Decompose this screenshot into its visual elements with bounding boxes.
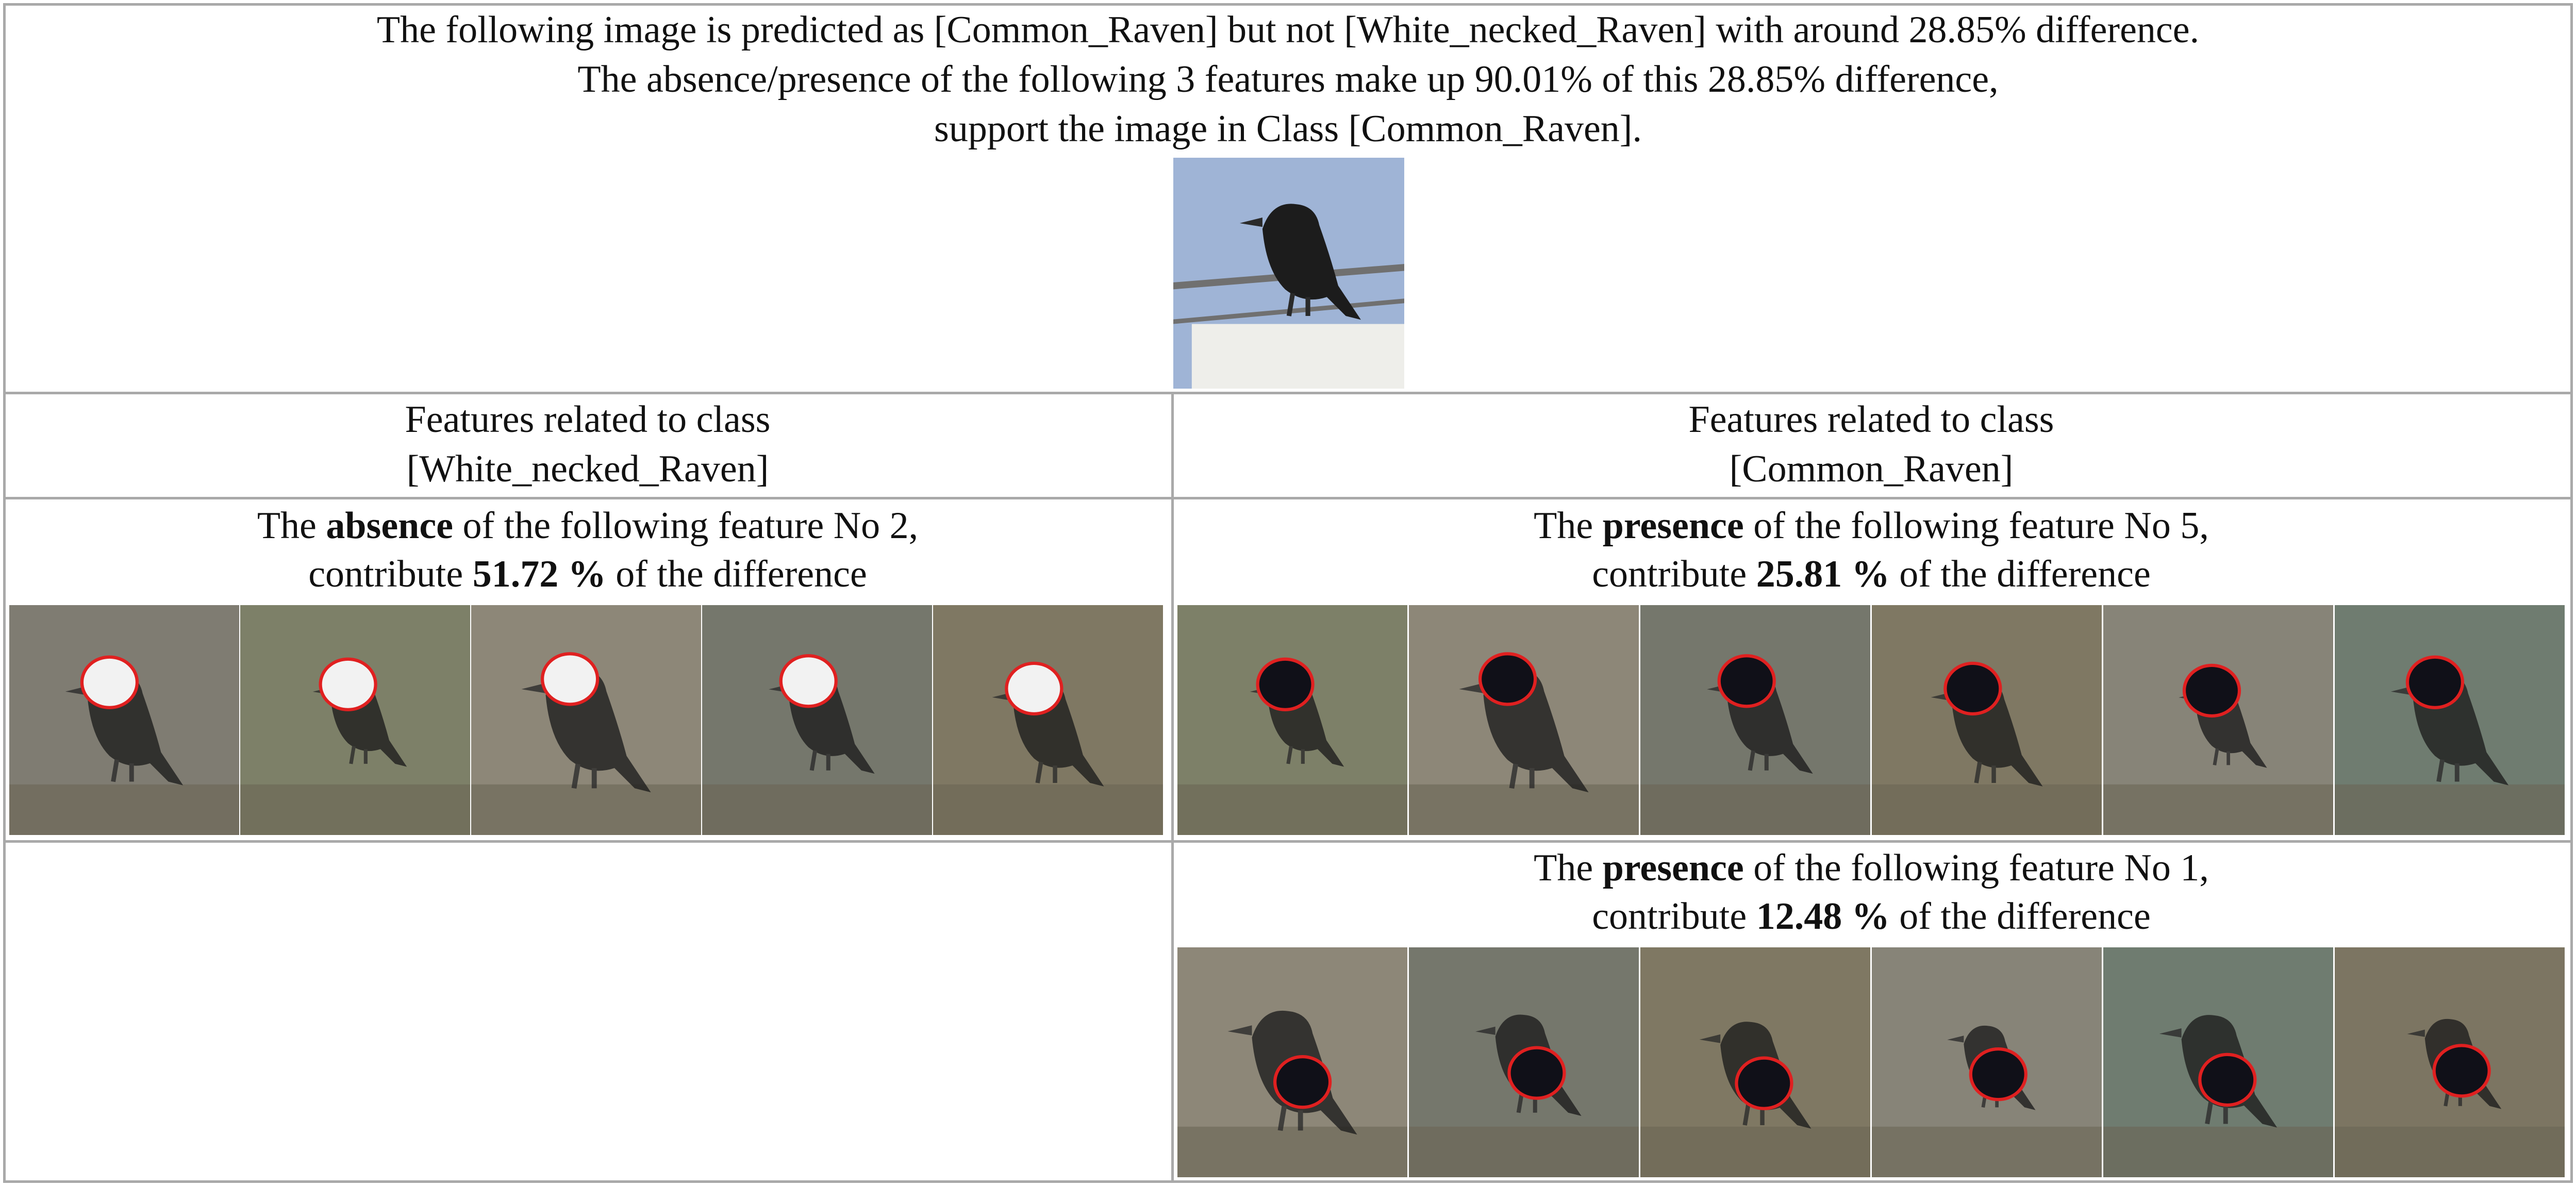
feature-kind: absence — [326, 505, 454, 547]
sample-thumbnail — [1640, 947, 1870, 1177]
feature-contribute: contribute — [1592, 895, 1747, 938]
feature-suffix: of the difference — [1899, 553, 2151, 595]
sample-thumbnail — [933, 605, 1163, 835]
feature-percent: 12.48 % — [1756, 895, 1890, 938]
header-line-2: The absence/presence of the following 3 … — [577, 58, 1999, 101]
feature-contribute: contribute — [308, 553, 463, 595]
sample-thumbnail — [1409, 605, 1639, 835]
sample-thumbnail — [9, 605, 239, 835]
sample-thumbnail — [1872, 947, 2102, 1177]
grid-line — [3, 840, 2573, 843]
feature-percent: 51.72 % — [472, 553, 606, 595]
header-line-1: The following image is predicted as [Com… — [376, 9, 2200, 51]
sample-thumbnail — [1177, 605, 1407, 835]
sample-thumbnail — [1409, 947, 1639, 1177]
grid-line — [3, 497, 2573, 499]
left-feature-line-1: The absence of the following feature No … — [10, 501, 1165, 550]
feature-middle: of the following feature No 2, — [462, 505, 919, 547]
sample-thumbnail — [240, 605, 470, 835]
feature-middle: of the following feature No 5, — [1753, 505, 2209, 547]
sample-thumbnail — [702, 605, 932, 835]
right-feature-1-line-2: contribute 25.81 % of the difference — [1175, 549, 2567, 599]
figure-frame — [3, 3, 2573, 1183]
header-line-3: support the image in Class [Common_Raven… — [934, 108, 1642, 150]
feature-prefix: The — [1534, 847, 1593, 889]
feature-suffix: of the difference — [616, 553, 867, 595]
grid-line — [1171, 392, 1174, 1183]
feature-percent: 25.81 % — [1756, 553, 1890, 595]
right-column-header-1: Features related to class — [1688, 398, 2054, 441]
feature-contribute: contribute — [1592, 553, 1747, 595]
right-feature-2-line-2: contribute 12.48 % of the difference — [1175, 892, 2567, 941]
right-feature-1-line-1: The presence of the following feature No… — [1175, 501, 2567, 550]
sample-thumbnail — [1872, 605, 2102, 835]
sample-thumbnail — [2103, 947, 2333, 1177]
feature-kind: presence — [1602, 505, 1744, 547]
right-feature-2-line-1: The presence of the following feature No… — [1175, 843, 2567, 893]
sample-thumbnail — [2335, 947, 2565, 1177]
left-feature-line-2: contribute 51.72 % of the difference — [10, 549, 1165, 599]
sample-thumbnail — [1640, 605, 1870, 835]
grid-line — [3, 392, 2573, 394]
left-column-header-2: [White_necked_Raven] — [406, 448, 769, 490]
left-column-header-1: Features related to class — [405, 398, 771, 441]
feature-kind: presence — [1602, 847, 1744, 889]
right-column-header-2: [Common_Raven] — [1729, 448, 2014, 490]
feature-middle: of the following feature No 1, — [1753, 847, 2209, 889]
feature-prefix: The — [1534, 505, 1593, 547]
feature-prefix: The — [257, 505, 317, 547]
sample-thumbnail — [2335, 605, 2565, 835]
query-image — [1173, 158, 1404, 389]
sample-thumbnail — [2103, 605, 2333, 835]
feature-suffix: of the difference — [1899, 895, 2151, 938]
sample-thumbnail — [1177, 947, 1407, 1177]
sample-thumbnail — [471, 605, 701, 835]
